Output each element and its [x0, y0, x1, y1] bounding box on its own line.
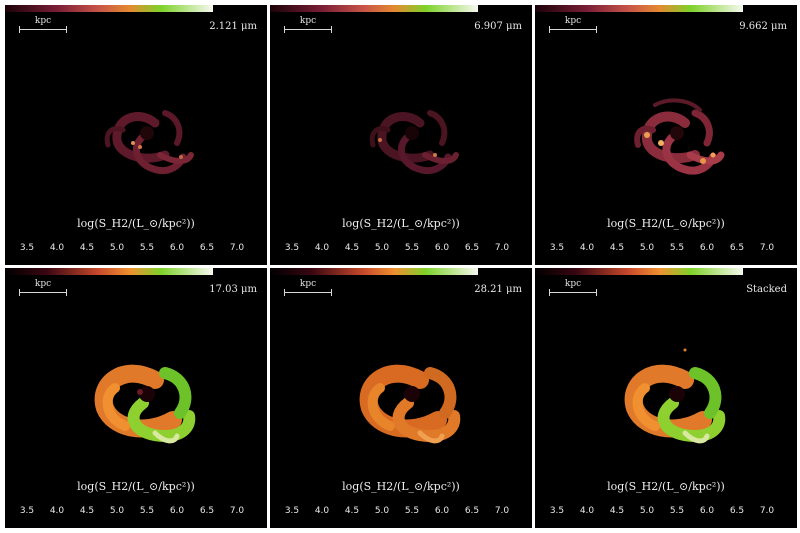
tick-label: 4.5: [609, 243, 625, 253]
scale-bar: kpc: [19, 16, 67, 33]
tick-label: 3.5: [549, 506, 565, 516]
tick-label: 5.0: [374, 243, 390, 253]
colorbar-title: log(S_H2/(L_⊙/kpc²)): [77, 480, 195, 493]
tick-label: 3.5: [284, 506, 300, 516]
tick-label: 7.0: [229, 506, 245, 516]
emission-map: [94, 364, 196, 444]
tick-label: 7.0: [494, 506, 510, 516]
tick-label: 5.5: [404, 243, 420, 253]
tick-label: 6.0: [169, 243, 185, 253]
tick-label: 4.0: [314, 506, 330, 516]
scale-bar-label: kpc: [34, 279, 52, 289]
tick-label: 4.0: [579, 243, 595, 253]
tick-label: 7.0: [229, 243, 245, 253]
panel-label: 6.907 μm: [474, 21, 522, 32]
colorbar-ticks: 3.5 4.0 4.5 5.0 5.5 6.0 6.5 7.0: [19, 506, 244, 518]
tick-label: 5.5: [404, 506, 420, 516]
panel-label: Stacked: [746, 284, 787, 295]
map-panel-1: kpc 2.121 μm log(S_H2/(L_⊙/kpc²)) 3.5 4.…: [5, 5, 267, 265]
emission-map: [369, 110, 459, 175]
tick-label: 6.0: [434, 243, 450, 253]
scale-bar: kpc: [549, 279, 597, 296]
tick-label: 4.0: [49, 506, 65, 516]
tick-label: 5.0: [639, 506, 655, 516]
tick-label: 6.5: [199, 243, 215, 253]
colorbar-ticks: 3.5 4.0 4.5 5.0 5.5 6.0 6.5 7.0: [19, 243, 244, 255]
tick-label: 5.5: [669, 243, 685, 253]
colorbar: [535, 268, 743, 275]
tick-label: 5.5: [139, 243, 155, 253]
tick-label: 4.5: [79, 243, 95, 253]
colorbar-ticks: 3.5 4.0 4.5 5.0 5.5 6.0 6.5 7.0: [549, 243, 774, 255]
colorbar: [5, 5, 213, 12]
tick-label: 5.5: [139, 506, 155, 516]
colorbar-title: log(S_H2/(L_⊙/kpc²)): [77, 217, 195, 230]
tick-label: 4.0: [314, 243, 330, 253]
colorbar: [535, 5, 743, 12]
tick-label: 6.0: [699, 506, 715, 516]
scale-bar-label: kpc: [34, 16, 52, 26]
colorbar-title: log(S_H2/(L_⊙/kpc²)): [607, 217, 725, 230]
tick-label: 6.5: [729, 243, 745, 253]
scale-bar-label: kpc: [299, 16, 317, 26]
map-panel-2: kpc 6.907 μm log(S_H2/(L_⊙/kpc²)) 3.5 4.…: [270, 5, 532, 265]
tick-label: 6.5: [199, 506, 215, 516]
map-panel-5: kpc 28.21 μm log(S_H2/(L_⊙/kpc²)) 3.5 4.…: [270, 268, 532, 528]
scale-bar: kpc: [19, 279, 67, 296]
tick-label: 6.5: [729, 506, 745, 516]
tick-label: 7.0: [759, 506, 775, 516]
tick-label: 6.0: [434, 506, 450, 516]
tick-label: 3.5: [549, 243, 565, 253]
tick-label: 5.5: [669, 506, 685, 516]
tick-label: 4.5: [79, 506, 95, 516]
tick-label: 7.0: [494, 243, 510, 253]
colorbar-ticks: 3.5 4.0 4.5 5.0 5.5 6.0 6.5 7.0: [284, 506, 509, 518]
panel-label: 28.21 μm: [474, 284, 522, 295]
colorbar: [270, 268, 478, 275]
panel-label: 9.662 μm: [739, 21, 787, 32]
tick-label: 3.5: [19, 506, 35, 516]
map-panel-4: kpc 17.03 μm log(S_H2/(L_⊙/kpc²)) 3.5 4.…: [5, 268, 267, 528]
panel-label: 2.121 μm: [209, 21, 257, 32]
scale-bar: kpc: [284, 16, 332, 33]
tick-label: 4.0: [49, 243, 65, 253]
tick-label: 7.0: [759, 243, 775, 253]
colorbar: [5, 268, 213, 275]
tick-label: 4.5: [344, 506, 360, 516]
map-panel-6: kpc Stacked log(S_H2/(L_⊙/kpc²)) 3.5 4.0…: [535, 268, 797, 528]
tick-label: 5.0: [109, 243, 125, 253]
colorbar-title: log(S_H2/(L_⊙/kpc²)): [607, 480, 725, 493]
scale-bar-label: kpc: [564, 16, 582, 26]
colorbar: [270, 5, 478, 12]
map-panel-3: kpc 9.662 μm log(S_H2/(L_⊙/kpc²)) 3.5 4.…: [535, 5, 797, 265]
colorbar-title: log(S_H2/(L_⊙/kpc²)): [342, 217, 460, 230]
tick-label: 4.0: [579, 506, 595, 516]
tick-label: 3.5: [19, 243, 35, 253]
scale-bar: kpc: [549, 16, 597, 33]
emission-map: [624, 348, 726, 444]
colorbar-ticks: 3.5 4.0 4.5 5.0 5.5 6.0 6.5 7.0: [549, 506, 774, 518]
tick-label: 3.5: [284, 243, 300, 253]
tick-label: 4.5: [609, 506, 625, 516]
tick-label: 6.0: [169, 506, 185, 516]
scale-bar-label: kpc: [299, 279, 317, 289]
tick-label: 5.0: [109, 506, 125, 516]
tick-label: 5.0: [374, 506, 390, 516]
emission-map: [359, 364, 461, 444]
tick-label: 6.5: [464, 506, 480, 516]
tick-label: 6.5: [464, 243, 480, 253]
tick-label: 6.0: [699, 243, 715, 253]
tick-label: 4.5: [344, 243, 360, 253]
colorbar-title: log(S_H2/(L_⊙/kpc²)): [342, 480, 460, 493]
colorbar-ticks: 3.5 4.0 4.5 5.0 5.5 6.0 6.5 7.0: [284, 243, 509, 255]
emission-map: [104, 110, 194, 175]
scale-bar: kpc: [284, 279, 332, 296]
tick-label: 5.0: [639, 243, 655, 253]
panel-label: 17.03 μm: [209, 284, 257, 295]
emission-map: [634, 98, 725, 175]
scale-bar-label: kpc: [564, 279, 582, 289]
